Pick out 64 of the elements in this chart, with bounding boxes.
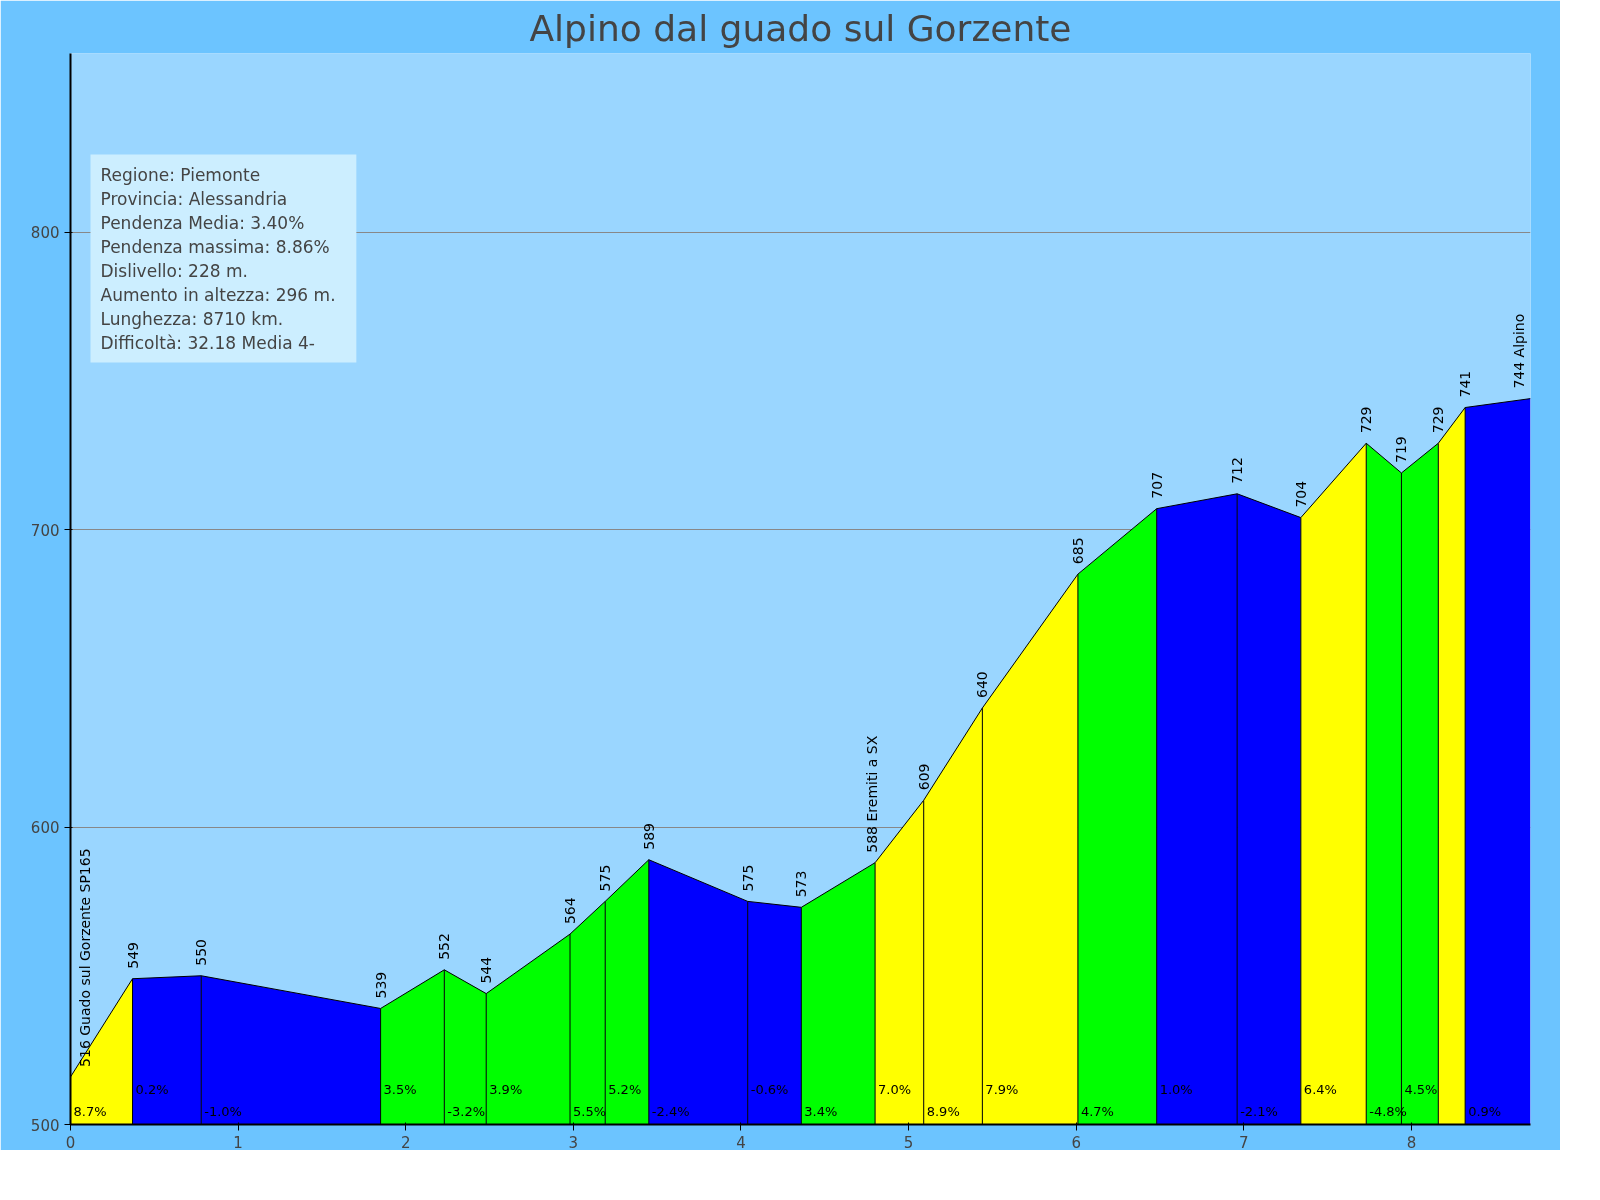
- x-tick-label: 7: [1239, 1133, 1249, 1152]
- annotation: 8.9%: [926, 1103, 960, 1119]
- annotation: 609: [915, 763, 932, 791]
- x-tick-label: 4: [736, 1133, 746, 1152]
- x-tick-label: 3: [568, 1133, 579, 1152]
- annotation: 3.5%: [383, 1081, 417, 1097]
- annotation: 589: [640, 822, 657, 850]
- x-tick-label: 0: [65, 1133, 76, 1152]
- x-tick-label: 8: [1406, 1133, 1417, 1152]
- annotation: 573: [793, 870, 810, 898]
- annotation: Aumento in altezza: 296 m.: [100, 284, 336, 305]
- annotation: 4.7%: [1080, 1103, 1114, 1119]
- annotation: 544: [478, 956, 495, 984]
- annotation: Provincia: Alessandria: [100, 188, 288, 209]
- annotation: 640: [974, 671, 991, 698]
- annotation: 5.2%: [608, 1081, 642, 1097]
- annotation: -3.2%: [447, 1103, 486, 1119]
- annotation: 704: [1292, 480, 1309, 508]
- annotation: Pendenza Media: 3.40%: [100, 212, 305, 233]
- annotation: 7.9%: [985, 1081, 1019, 1097]
- annotation: Difficoltà: 32.18 Media 4-: [100, 332, 315, 353]
- annotation: 549: [124, 941, 141, 969]
- annotation: 6.4%: [1303, 1081, 1337, 1097]
- annotation: 744 Alpino: [1510, 313, 1527, 389]
- chart-title: Alpino dal guado sul Gorzente: [529, 7, 1072, 49]
- annotation: 588 Eremiti a SX: [864, 735, 881, 853]
- annotation: -1.0%: [204, 1103, 242, 1119]
- annotation: 1.0%: [1159, 1081, 1193, 1097]
- annotation: Regione: Piemonte: [100, 164, 261, 185]
- annotation: Lunghezza: 8710 km.: [100, 308, 284, 329]
- annotation: 3.9%: [489, 1081, 523, 1097]
- x-tick-label: 2: [400, 1133, 411, 1152]
- annotation: 516 Guado sul Gorzente SP165: [76, 848, 93, 1067]
- annotation: 0.9%: [1468, 1103, 1502, 1119]
- annotation: 575: [739, 864, 756, 892]
- annotation: 729: [1430, 406, 1447, 434]
- x-tick-label: 1: [233, 1133, 243, 1152]
- annotation: 3.4%: [804, 1103, 838, 1119]
- annotation: 550: [193, 939, 210, 966]
- annotation: 552: [436, 933, 453, 960]
- y-tick-label: 500: [30, 1116, 60, 1135]
- annotation: -2.1%: [1240, 1103, 1278, 1119]
- annotation: 712: [1229, 457, 1246, 484]
- annotation: 719: [1393, 436, 1410, 463]
- annotation: 7.0%: [878, 1081, 912, 1097]
- annotation: 539: [372, 971, 389, 999]
- annotation: 564: [562, 897, 579, 925]
- annotation: 729: [1358, 406, 1375, 434]
- annotation: Pendenza massima: 8.86%: [100, 236, 330, 257]
- x-tick-label: 5: [903, 1133, 914, 1152]
- y-tick-label: 700: [30, 521, 60, 540]
- annotation: Dislivello: 228 m.: [100, 260, 248, 281]
- annotation: 0.2%: [135, 1081, 169, 1097]
- annotation: 685: [1069, 537, 1086, 565]
- x-tick-label: 6: [1071, 1133, 1082, 1152]
- annotation: -0.6%: [750, 1081, 789, 1097]
- annotation: 575: [597, 864, 614, 892]
- annotation: 741: [1457, 370, 1474, 398]
- annotation: 8.7%: [73, 1103, 107, 1119]
- annotation: 4.5%: [1404, 1081, 1438, 1097]
- annotation: 707: [1148, 471, 1165, 499]
- annotation: -2.4%: [651, 1103, 690, 1119]
- y-tick-label: 800: [30, 224, 60, 242]
- y-tick-label: 600: [30, 819, 60, 837]
